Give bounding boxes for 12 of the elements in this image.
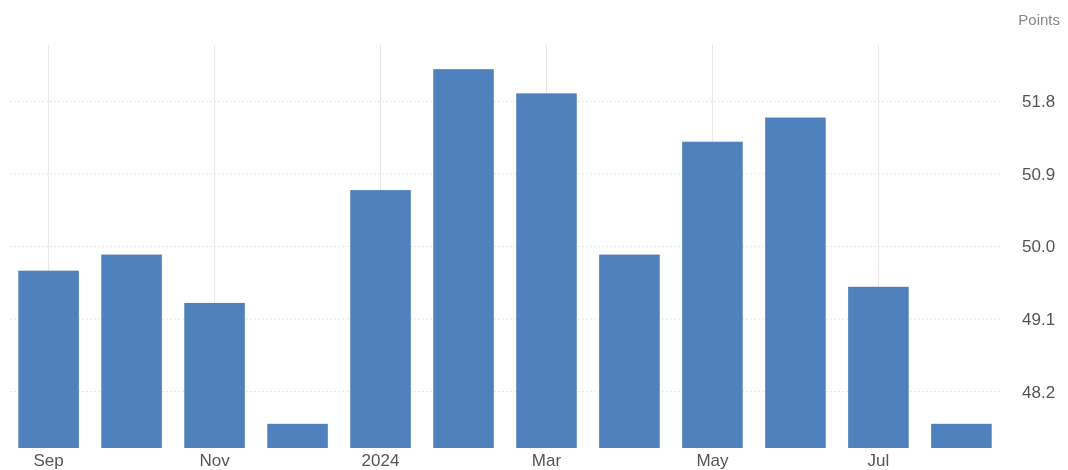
x-tick-label: 2024 xyxy=(361,451,400,470)
x-tick-label: Sep xyxy=(33,451,64,470)
x-tick-label: Mar xyxy=(531,451,562,470)
x-tick-label: Nov xyxy=(199,451,231,470)
y-tick-label: 51.8 xyxy=(1022,92,1056,112)
x-tick-label: May xyxy=(696,451,730,470)
y-tick-label: 49.1 xyxy=(1022,309,1056,329)
x-tick-label: Jul xyxy=(867,451,890,470)
y-tick-label: 50.0 xyxy=(1022,237,1056,257)
y-tick-label: 48.2 xyxy=(1022,382,1056,402)
y-axis-title: Points xyxy=(1018,11,1060,28)
y-tick-label: 50.9 xyxy=(1022,164,1056,184)
